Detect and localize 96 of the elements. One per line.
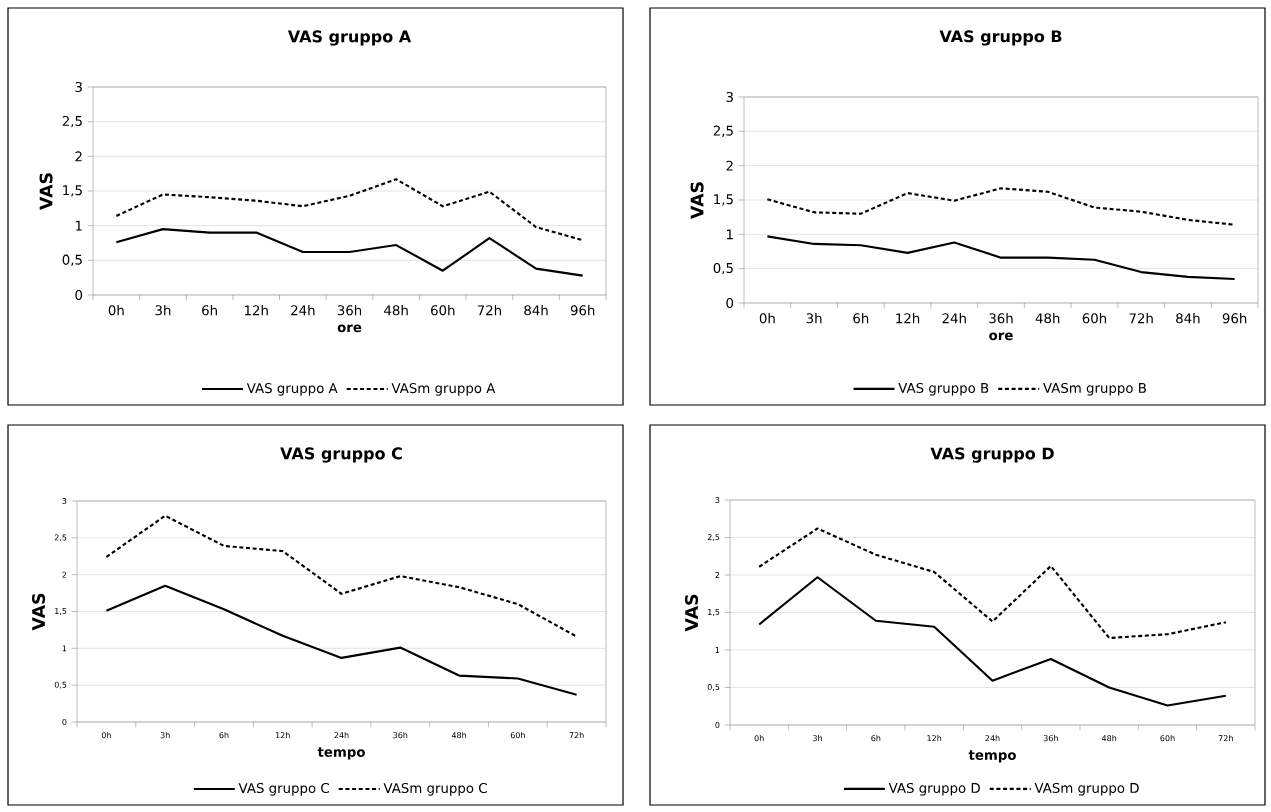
y-tick-label: 3 bbox=[715, 496, 720, 503]
x-tick-label: 96h bbox=[1222, 313, 1247, 324]
x-tick-label: 48h bbox=[1035, 313, 1060, 324]
x-tick-label: 0h bbox=[759, 313, 775, 324]
x-tick-label: 48h bbox=[1101, 735, 1117, 742]
x-tick-label: 12h bbox=[927, 735, 942, 742]
y-tick-label: 0,5 bbox=[707, 684, 720, 691]
y-tick-label: 0 bbox=[62, 718, 67, 725]
y-tick-label: 2 bbox=[726, 160, 733, 171]
x-tick-label: 84h bbox=[1176, 313, 1200, 324]
line-series bbox=[105, 514, 578, 638]
x-tick-label: 60h bbox=[510, 732, 525, 739]
y-tick-label: 1 bbox=[715, 647, 720, 653]
y-tick-label: 0,5 bbox=[62, 254, 82, 267]
x-tick-label: 6h bbox=[853, 313, 869, 324]
x-tick-label: 24h bbox=[291, 305, 315, 316]
x-tick-label: 60h bbox=[1160, 735, 1175, 742]
y-tick-label: 1 bbox=[75, 220, 82, 231]
legend-label: VASm gruppo D bbox=[1034, 782, 1139, 796]
line-series bbox=[758, 576, 1227, 707]
x-tick-label: 6h bbox=[871, 735, 881, 742]
x-tick-label: 3h bbox=[806, 313, 822, 324]
y-tick-label: 2,5 bbox=[54, 534, 67, 542]
y-tick-label: 2 bbox=[75, 151, 82, 162]
y-axis-title: VAS bbox=[39, 173, 53, 210]
y-tick-label: 1,5 bbox=[55, 608, 67, 615]
x-tick-label: 36h bbox=[393, 732, 408, 739]
x-tick-label: 3h bbox=[813, 735, 822, 742]
line-series bbox=[115, 228, 584, 277]
y-axis-title: VAS bbox=[690, 182, 704, 219]
y-tick-label: 0 bbox=[726, 297, 734, 309]
x-axis-title: ore bbox=[337, 324, 362, 333]
x-tick-label: 36h bbox=[989, 313, 1013, 324]
chart-title: VAS gruppo A bbox=[287, 30, 412, 46]
x-tick-label: 60h bbox=[431, 305, 455, 316]
x-tick-label: 36h bbox=[337, 305, 362, 316]
x-tick-label: 72h bbox=[477, 305, 501, 316]
y-tick-label: 3 bbox=[62, 497, 67, 505]
x-tick-label: 24h bbox=[985, 735, 1000, 742]
x-axis-title: ore bbox=[989, 332, 1013, 341]
x-tick-label: 6h bbox=[202, 305, 217, 316]
line-series bbox=[758, 527, 1227, 640]
x-tick-label: 96h bbox=[570, 305, 595, 316]
x-axis-title: tempo bbox=[968, 750, 1016, 763]
legend-label: VASm gruppo A bbox=[391, 383, 496, 396]
y-tick-label: 0 bbox=[715, 721, 720, 728]
x-tick-label: 0h bbox=[108, 305, 124, 316]
x-tick-label: 24h bbox=[334, 732, 349, 739]
y-tick-label: 2,5 bbox=[62, 115, 82, 128]
x-tick-label: 72h bbox=[569, 732, 584, 739]
y-axis-title: VAS bbox=[684, 594, 699, 632]
chart-title: VAS gruppo D bbox=[930, 447, 1054, 463]
y-tick-label: 2 bbox=[62, 571, 67, 578]
y-tick-label: 3 bbox=[75, 81, 82, 93]
x-tick-label: 24h bbox=[942, 313, 966, 324]
x-tick-label: 36h bbox=[1043, 735, 1058, 742]
y-tick-label: 1,5 bbox=[708, 609, 720, 616]
y-tick-label: 1,5 bbox=[714, 194, 733, 206]
x-tick-label: 60h bbox=[1082, 313, 1107, 324]
legend-label: VASm gruppo B bbox=[1043, 382, 1146, 396]
legend-label: VAS gruppo D bbox=[888, 782, 980, 796]
x-tick-label: 84h bbox=[524, 305, 548, 316]
legend-label: VAS gruppo C bbox=[238, 782, 329, 796]
legend-label: VAS gruppo B bbox=[898, 382, 989, 396]
x-tick-label: 0h bbox=[101, 732, 111, 739]
y-tick-label: 2,5 bbox=[707, 534, 720, 541]
line-series bbox=[115, 178, 584, 242]
y-tick-label: 2,5 bbox=[713, 125, 733, 138]
x-tick-label: 48h bbox=[384, 305, 408, 316]
x-tick-label: 48h bbox=[451, 732, 466, 739]
x-tick-label: 6h bbox=[219, 732, 229, 739]
y-tick-label: 3 bbox=[726, 91, 733, 103]
line-series bbox=[105, 584, 578, 696]
x-tick-label: 12h bbox=[244, 305, 268, 316]
y-tick-label: 1 bbox=[62, 645, 67, 652]
y-tick-label: 1 bbox=[726, 229, 733, 240]
y-axis-title: VAS bbox=[31, 593, 46, 631]
y-tick-label: 0,5 bbox=[713, 262, 733, 275]
y-tick-label: 0,5 bbox=[54, 681, 67, 689]
x-tick-label: 72h bbox=[1218, 735, 1233, 742]
legend-label: VASm gruppo C bbox=[383, 782, 487, 796]
x-tick-label: 3h bbox=[155, 305, 171, 316]
x-tick-label: 3h bbox=[160, 732, 170, 739]
x-tick-label: 72h bbox=[1129, 313, 1153, 324]
x-tick-label: 12h bbox=[275, 732, 290, 739]
line-series bbox=[766, 187, 1236, 226]
line-series bbox=[766, 235, 1236, 281]
y-tick-label: 1,5 bbox=[63, 185, 82, 197]
chart-title: VAS gruppo C bbox=[280, 447, 402, 463]
chart-title: VAS gruppo B bbox=[939, 30, 1062, 46]
x-axis-title: tempo bbox=[317, 747, 365, 760]
y-tick-label: 0 bbox=[75, 289, 83, 301]
legend-label: VAS gruppo A bbox=[246, 383, 338, 396]
y-tick-label: 2 bbox=[715, 572, 720, 578]
x-tick-label: 12h bbox=[896, 313, 920, 324]
x-tick-label: 0h bbox=[754, 735, 764, 742]
